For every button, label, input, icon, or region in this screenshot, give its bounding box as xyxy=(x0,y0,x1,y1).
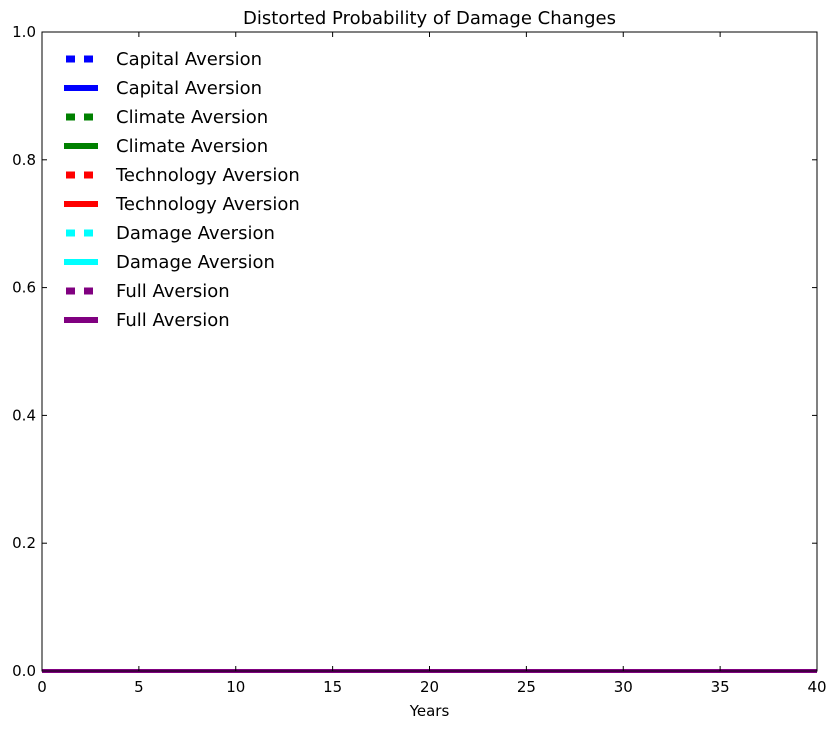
legend-label: Climate Aversion xyxy=(116,136,268,157)
x-tick-label: 40 xyxy=(807,678,826,696)
x-tick-label: 10 xyxy=(226,678,245,696)
legend-item: Technology Aversion xyxy=(64,194,300,215)
x-tick-label: 0 xyxy=(37,678,47,696)
x-tick-label: 5 xyxy=(134,678,144,696)
legend-item: Climate Aversion xyxy=(66,107,268,128)
legend-label: Full Aversion xyxy=(116,281,230,302)
y-tick-label: 1.0 xyxy=(12,23,36,41)
legend-label: Technology Aversion xyxy=(115,165,300,186)
y-tick-label: 0.2 xyxy=(12,534,36,552)
legend-item: Damage Aversion xyxy=(64,252,275,273)
legend-item: Technology Aversion xyxy=(66,165,300,186)
chart-title: Distorted Probability of Damage Changes xyxy=(243,8,616,29)
y-tick-label: 0.8 xyxy=(12,151,36,169)
legend-label: Damage Aversion xyxy=(116,252,275,273)
x-tick-label: 20 xyxy=(420,678,439,696)
legend-item: Full Aversion xyxy=(64,310,230,331)
ticks-layer: 0 5 10 15 20 25 30 35 40 0.0 0.2 0.4 0.6 0.8 1.0 xyxy=(12,23,826,696)
legend-label: Damage Aversion xyxy=(116,223,275,244)
y-tick-label: 0.6 xyxy=(12,279,36,297)
legend-item: Climate Aversion xyxy=(64,136,268,157)
legend-item: Capital Aversion xyxy=(64,78,262,99)
x-tick-label: 25 xyxy=(517,678,536,696)
legend: Capital Aversion Capital Aversion Climate … xyxy=(64,49,300,331)
legend-label: Technology Aversion xyxy=(115,194,300,215)
legend-item: Damage Aversion xyxy=(66,223,275,244)
legend-label: Climate Aversion xyxy=(116,107,268,128)
legend-label: Capital Aversion xyxy=(116,49,262,70)
x-axis-label: Years xyxy=(409,702,450,720)
y-tick-label: 0.0 xyxy=(12,662,36,680)
x-tick-label: 15 xyxy=(323,678,342,696)
x-tick-label: 30 xyxy=(614,678,633,696)
y-tick-label: 0.4 xyxy=(12,406,36,424)
legend-label: Capital Aversion xyxy=(116,78,262,99)
x-tick-label: 35 xyxy=(711,678,730,696)
legend-item: Capital Aversion xyxy=(66,49,262,70)
legend-label: Full Aversion xyxy=(116,310,230,331)
legend-item: Full Aversion xyxy=(66,281,230,302)
